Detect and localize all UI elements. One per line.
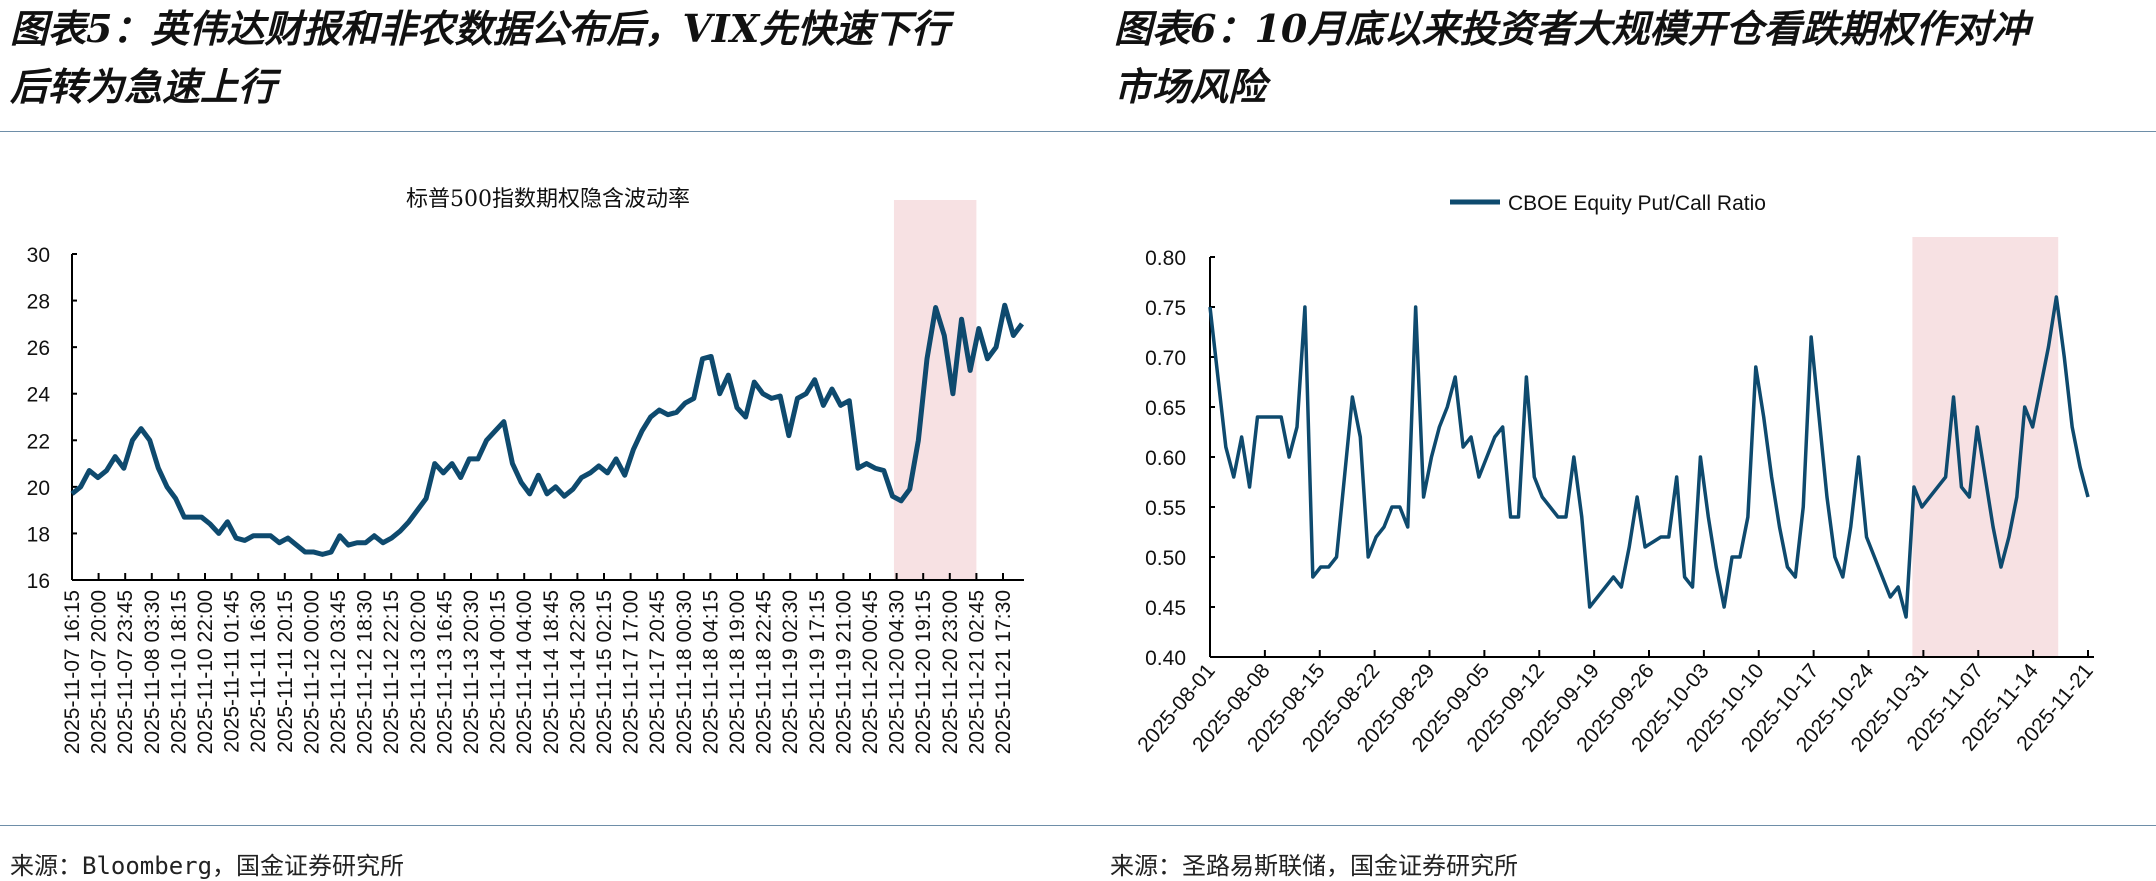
x-tick-label: 2025-11-20 19:15 [912, 590, 935, 754]
x-tick-label: 2025-11-18 22:45 [753, 590, 776, 754]
chart-title: 标普500指数期权隐含波动率 [406, 187, 690, 212]
y-tick-label: 22 [27, 430, 50, 453]
top-divider [0, 131, 2156, 132]
x-tick-label: 2025-11-12 18:30 [354, 590, 377, 754]
right-heading-line2: 市场风险 [1114, 64, 1267, 109]
left-heading-line1: 图表5：英伟达财报和非农数据公布后，VIX先快速下行 [10, 6, 950, 51]
left-heading: 图表5：英伟达财报和非农数据公布后，VIX先快速下行 后转为急速上行 [10, 0, 949, 116]
x-tick-label: 2025-11-10 22:00 [194, 590, 217, 754]
x-tick-label: 2025-11-11 20:15 [274, 590, 297, 753]
x-tick-label: 2025-11-07 20:00 [88, 590, 111, 754]
highlight-band [1912, 237, 2059, 657]
x-tick-label: 2025-11-08 03:30 [141, 590, 164, 754]
y-tick-label: 26 [27, 337, 50, 360]
left-heading-line2: 后转为急速上行 [10, 64, 277, 109]
x-tick-label: 2025-11-21 02:45 [965, 590, 988, 754]
x-tick-label: 2025-11-15 02:15 [593, 590, 616, 754]
x-tick-label: 2025-11-10 18:15 [167, 590, 190, 754]
x-tick-label: 2025-11-13 20:30 [460, 590, 483, 754]
y-tick-label: 16 [27, 570, 50, 593]
x-tick-label: 2025-11-19 21:00 [832, 590, 855, 754]
y-tick-label: 30 [27, 244, 50, 267]
x-tick-label: 2025-11-14 00:15 [487, 590, 510, 754]
y-tick-label: 0.60 [1145, 447, 1186, 470]
x-tick-label: 2025-11-07 16:15 [61, 590, 84, 754]
x-tick-label: 2025-11-17 17:00 [620, 590, 643, 754]
x-tick-label: 2025-11-17 20:45 [646, 590, 669, 754]
right-source: 来源：圣路易斯联储，国金证券研究所 [1110, 852, 1518, 880]
y-tick-label: 28 [27, 291, 50, 314]
y-tick-label: 20 [27, 477, 50, 500]
x-tick-label: 2025-11-13 16:45 [433, 590, 456, 754]
x-tick-label: 2025-11-18 00:30 [673, 590, 696, 754]
x-tick-label: 2025-11-12 03:45 [327, 590, 350, 754]
y-tick-label: 0.70 [1145, 347, 1186, 370]
x-tick-label: 2025-11-11 01:45 [221, 590, 244, 753]
x-tick-label: 2025-11-19 02:30 [779, 590, 802, 754]
x-tick-label: 2025-11-14 22:30 [566, 590, 589, 754]
y-tick-label: 24 [27, 384, 51, 407]
x-tick-label: 2025-11-07 23:45 [114, 590, 137, 754]
x-tick-label: 2025-11-19 17:15 [806, 590, 829, 754]
x-tick-label: 2025-11-20 04:30 [886, 590, 909, 754]
x-tick-label: 2025-11-20 00:45 [859, 590, 882, 754]
y-tick-label: 0.50 [1145, 547, 1186, 570]
y-tick-label: 0.40 [1145, 647, 1186, 670]
y-tick-label: 0.55 [1145, 497, 1186, 520]
x-tick-label: 2025-11-21 17:30 [992, 590, 1015, 754]
y-tick-label: 18 [27, 523, 50, 546]
put-call-ratio-line [1208, 295, 2090, 619]
x-tick-label: 2025-11-20 23:00 [939, 590, 962, 754]
x-tick-label: 2025-11-14 18:45 [540, 590, 563, 754]
right-heading-line1: 图表6：10月底以来投资者大规模开仓看跌期权作对冲 [1114, 6, 2030, 51]
right-heading: 图表6：10月底以来投资者大规模开仓看跌期权作对冲 市场风险 [1114, 0, 2029, 116]
x-tick-label: 2025-11-11 16:30 [247, 590, 270, 753]
highlight-band [893, 200, 977, 580]
left-source: 来源：Bloomberg，国金证券研究所 [10, 852, 405, 880]
x-tick-label: 2025-11-12 22:15 [380, 590, 403, 754]
bottom-divider [0, 825, 2156, 826]
y-tick-label: 0.45 [1145, 597, 1186, 620]
y-tick-label: 0.75 [1145, 297, 1186, 320]
vix-series-line [70, 302, 1025, 557]
x-tick-label: 2025-11-18 19:00 [726, 590, 749, 754]
x-tick-label: 2025-11-12 00:00 [300, 590, 323, 754]
x-tick-label: 2025-11-18 04:15 [699, 590, 722, 754]
legend-label: CBOE Equity Put/Call Ratio [1508, 192, 1766, 215]
x-tick-label: 2025-11-13 02:00 [407, 590, 430, 754]
y-tick-label: 0.80 [1145, 247, 1186, 270]
y-tick-label: 0.65 [1145, 397, 1186, 420]
x-tick-label: 2025-11-14 04:00 [513, 590, 536, 754]
